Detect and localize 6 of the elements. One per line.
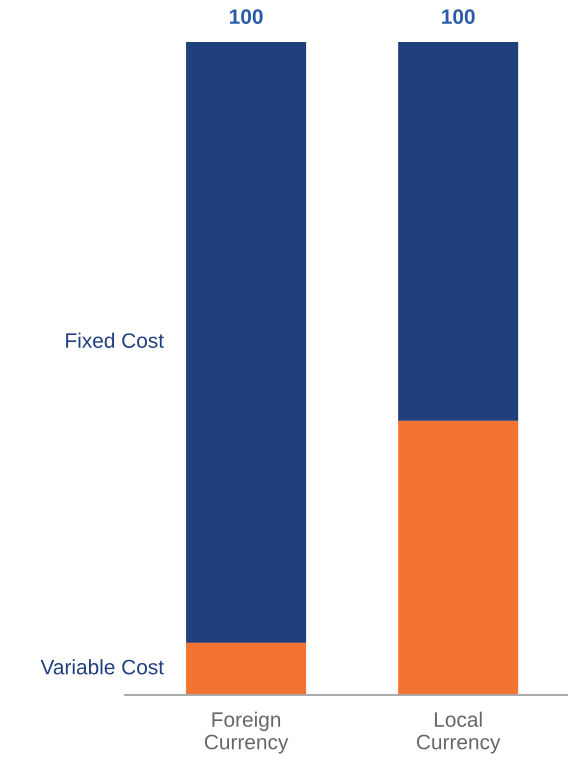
total-label: 100 bbox=[442, 9, 475, 24]
x-tick-label: Foreign Currency bbox=[204, 712, 288, 754]
series-label: Variable Cost bbox=[40, 659, 164, 674]
series-label: Fixed Cost bbox=[66, 332, 164, 348]
total-label: 100 bbox=[230, 9, 263, 24]
x-tick-label: Local Currency bbox=[416, 712, 500, 754]
